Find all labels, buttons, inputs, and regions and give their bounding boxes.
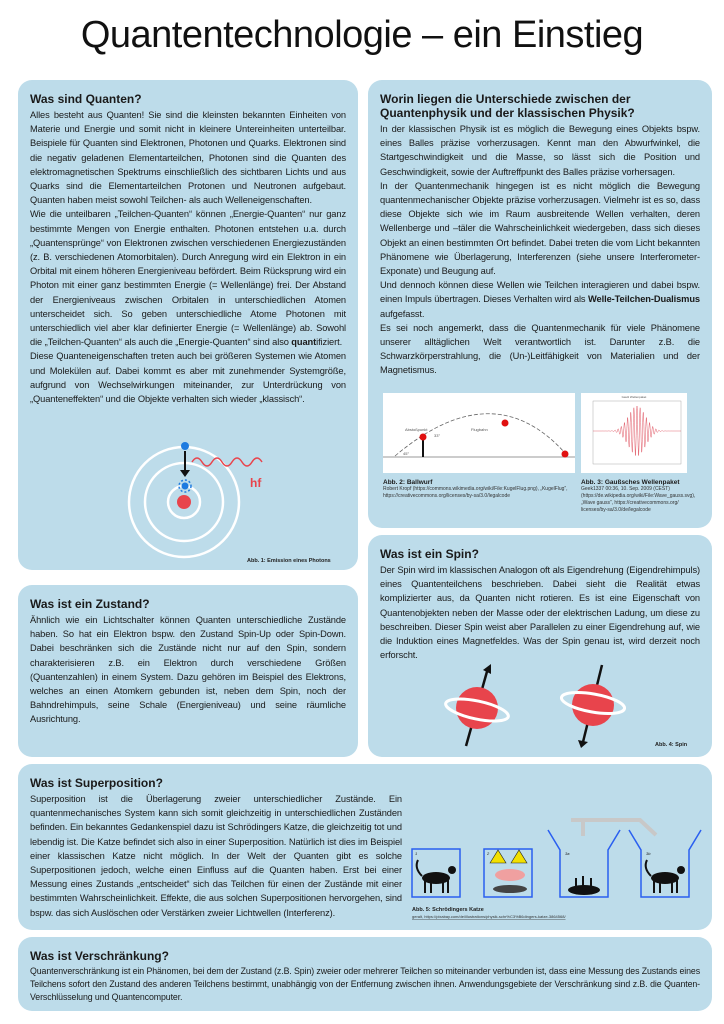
spin-down-icon [559, 664, 627, 748]
figure-source: Geek1337 00:36, 10. Sep. 2009 (CEST) (ht… [581, 486, 696, 513]
paragraph: Und dennoch können diese Wellen wie Teil… [380, 278, 700, 321]
page-title: Quantentechnologie – ein Einstieg [80, 14, 644, 56]
photon-wave-icon [191, 457, 263, 467]
paragraph: Wie die unteilbaren „Teilchen-Quanten“ k… [30, 207, 346, 349]
paragraph: Ähnlich wie ein Lichtschalter können Qua… [30, 615, 346, 725]
fig3-caption-block: Abb. 3: Gaußsches Wellenpaket Geek1337 0… [581, 479, 706, 514]
gauss-wave-packet-figure: Gauß Wellenpaket [581, 393, 687, 473]
paragraph: Es sei noch angemerkt, dass die Quantenm… [380, 322, 700, 376]
box-label: 1 [415, 851, 417, 856]
nucleus-icon [177, 495, 191, 509]
heading: Was ist Superposition? [30, 776, 163, 790]
radiation-warning-icon [510, 849, 528, 864]
ball-icon [419, 433, 427, 441]
heading: Worin liegen die Unterschiede zwischen d… [380, 92, 635, 120]
box-3a [547, 829, 621, 898]
paragraph: In der Quantenmechanik hingegen ist es n… [380, 180, 700, 277]
paragraph: Superposition ist die Überlagerung zweie… [30, 794, 402, 918]
text: aufgefasst. [380, 308, 425, 319]
arrow-icon [571, 818, 658, 837]
radiation-warning-icon [489, 849, 507, 864]
label: 33° [434, 433, 440, 438]
paragraph: Alles besteht aus Quanten! Sie sind die … [30, 110, 346, 206]
figure-source: geralt, https://pixabay.com/de/illustrat… [412, 914, 566, 919]
label: Abstoßpunkt [405, 427, 428, 432]
text: Und dennoch können diese Wellen wie Teil… [380, 280, 700, 305]
paragraph: Diese Quanteneigenschaften treten auch b… [30, 351, 346, 405]
cat-alive-icon [415, 859, 456, 893]
paragraph: Quantenverschränkung ist ein Phänomen, b… [30, 966, 700, 1002]
box-1 [411, 848, 461, 898]
box-label: 3b [646, 851, 651, 856]
figure-caption: Abb. 2: Ballwurf [383, 479, 433, 486]
ball-icon [501, 419, 509, 427]
figure-caption: Abb. 3: Gaußsches Wellenpaket [581, 479, 680, 486]
panel-was-sind-quanten: Was sind Quanten? Alles besteht aus Quan… [18, 80, 358, 570]
chart-title: Gauß Wellenpaket [622, 395, 647, 399]
panel-superposition: Was ist Superposition? Superposition ist… [18, 764, 712, 930]
text: Wie die unteilbaren „Teilchen-Quanten“ k… [30, 209, 346, 348]
schroedinger-cat-figure: 1 2 3a 3b Abb. 5: Schrödingers Katze ger… [411, 818, 702, 919]
bold-text: Welle-Teilchen-Dualismus [588, 294, 700, 305]
box-label: 2 [486, 851, 490, 856]
paragraph: In der klassischen Physik ist es möglich… [380, 124, 700, 177]
cat-dead-icon [568, 876, 600, 895]
panel-verschraenkung: Was ist Verschränkung? Quantenverschränk… [18, 937, 712, 1011]
panel-zustand: Was ist ein Zustand? Ähnlich wie ein Lic… [18, 585, 358, 757]
label: 45° [403, 451, 409, 456]
box-2 [483, 848, 533, 898]
figure-source: Robert Kropf (https://commons.wikimedia.… [383, 486, 568, 499]
bold-text: quant [291, 337, 317, 348]
figure-caption: Abb. 5: Schrödingers Katze [412, 907, 484, 913]
heading: Was ist ein Spin? [380, 547, 479, 561]
heading: Was sind Quanten? [30, 92, 142, 106]
heading: Was ist Verschränkung? [30, 949, 169, 963]
fig2-caption-block: Abb. 2: Ballwurf Robert Kropf (https://c… [383, 479, 578, 500]
label: Flugbahn [471, 427, 488, 432]
spin-figure: Abb. 4: Spin [444, 664, 688, 748]
electron-icon [181, 442, 189, 450]
text: ifiziert. [316, 337, 343, 348]
figure-caption: Abb. 4: Spin [655, 742, 688, 748]
cat-alive-icon [644, 859, 685, 893]
figure-caption: Abb. 1: Emission eines Photons [247, 558, 331, 564]
photon-label: hf [250, 476, 262, 490]
ballwurf-figure: Abstoßpunkt Flugbahn 33° 45° [383, 393, 575, 473]
heading: Was ist ein Zustand? [30, 597, 150, 611]
panel-spin: Was ist ein Spin? Der Spin wird im klass… [368, 535, 712, 757]
atom-emission-figure: hf Abb. 1: Emission eines Photons [127, 442, 331, 564]
electron-new-position [178, 479, 192, 493]
box-label: 3a [565, 851, 570, 856]
box-3b [628, 829, 702, 898]
spin-up-icon [444, 664, 510, 747]
paragraph: Der Spin wird im klassischen Analogon of… [380, 565, 700, 661]
cat-superposition-icon [489, 849, 528, 893]
ball-icon [561, 450, 569, 458]
